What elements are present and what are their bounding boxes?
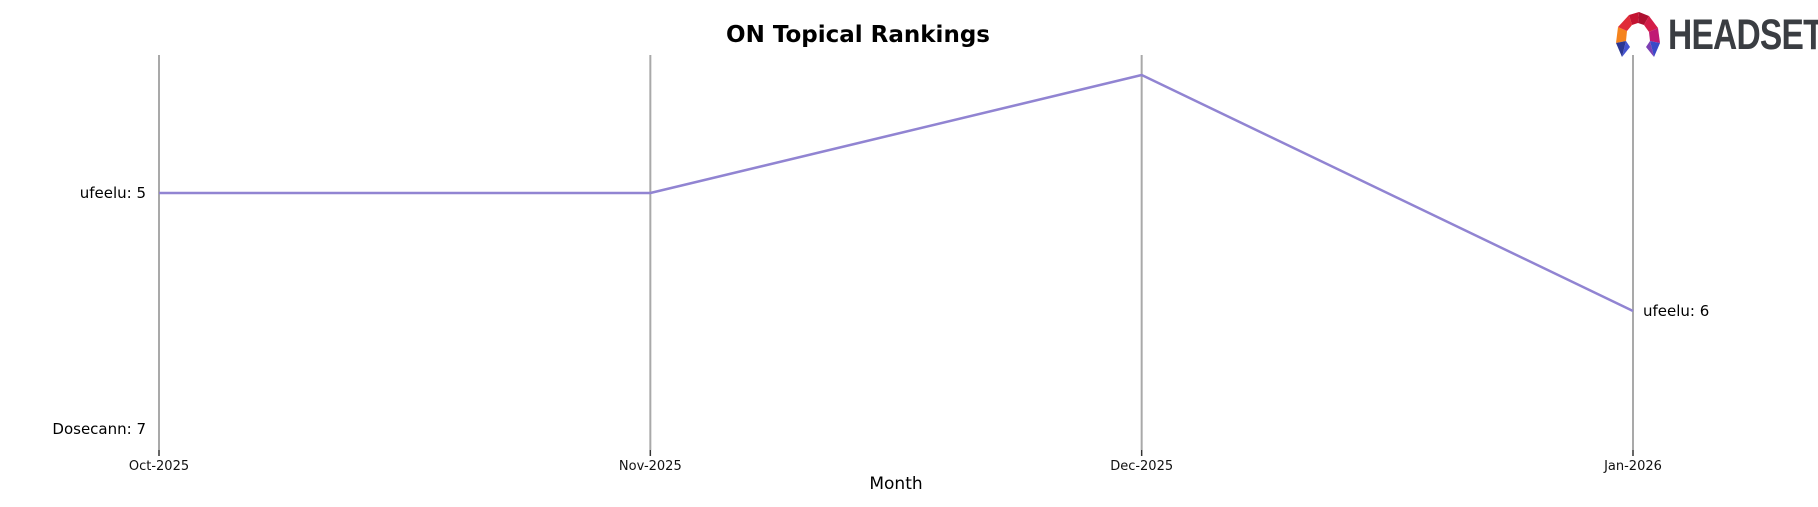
headset-logo-icon	[1616, 12, 1660, 57]
headset-logo-text: HEADSET	[1668, 10, 1818, 59]
series-start-label-dosecann: Dosecann: 7	[52, 420, 146, 438]
headset-logo: HEADSET	[1613, 10, 1818, 60]
series-line-ufeelu	[159, 73, 1634, 313]
x-tick-label-jan-2026: Jan-2026	[1603, 459, 1662, 474]
x-tick-label-nov-2025: Nov-2025	[619, 459, 682, 474]
series-end-label-ufeelu: ufeelu: 6	[1643, 302, 1709, 320]
x-tick-label-dec-2025: Dec-2025	[1110, 459, 1173, 474]
x-axis-title: Month	[869, 474, 923, 494]
chart-title: ON Topical Rankings	[726, 22, 990, 48]
x-tick-label-oct-2025: Oct-2025	[129, 459, 189, 474]
series-start-label-ufeelu: ufeelu: 5	[80, 184, 146, 202]
